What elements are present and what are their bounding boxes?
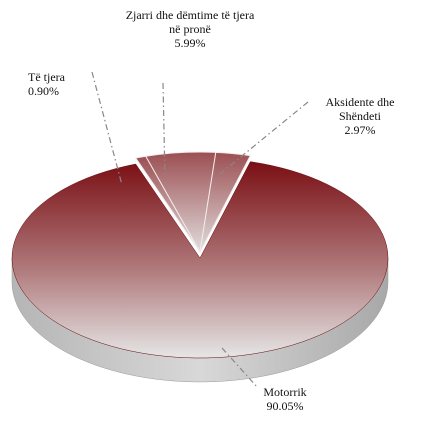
slice: [11, 161, 389, 359]
category-name: Të tjera: [28, 70, 65, 84]
value-label: 5.99%: [174, 36, 206, 50]
data-label: Zjarri dhe dëmtime të tjera në pronë 5.99…: [125, 8, 255, 50]
value-label: 90.05%: [266, 399, 304, 413]
slice: [199, 151, 252, 253]
leader-line: [162, 82, 166, 179]
data-label: Motorrik 90.05%: [245, 385, 325, 413]
value-label: 0.90%: [28, 84, 59, 98]
category-name: Zjarri dhe dëmtime të tjera në pronë: [125, 8, 255, 36]
category-name: Aksidente dhe Shëndeti: [325, 95, 395, 123]
data-label: Të tjera 0.90%: [28, 70, 98, 98]
leader-line: [214, 101, 309, 179]
category-name: Motorrik: [263, 385, 307, 399]
data-label: Aksidente dhe Shëndeti 2.97%: [305, 95, 415, 137]
leader-line: [91, 71, 123, 186]
leader-line: [221, 347, 259, 389]
value-label: 2.97%: [344, 123, 376, 137]
